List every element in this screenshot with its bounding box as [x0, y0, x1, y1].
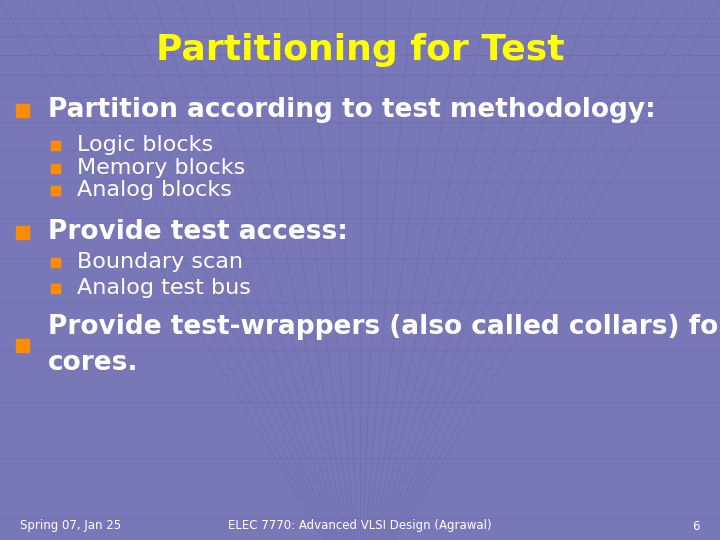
Text: Provide test access:: Provide test access:	[48, 219, 348, 245]
Text: Spring 07, Jan 25: Spring 07, Jan 25	[20, 519, 121, 532]
Text: Boundary scan: Boundary scan	[77, 252, 243, 272]
Bar	[50, 186, 60, 194]
Bar	[16, 226, 29, 239]
Bar	[50, 164, 60, 172]
Bar	[16, 339, 29, 352]
Text: Memory blocks: Memory blocks	[77, 158, 246, 178]
Text: Provide test-wrappers (also called collars) for
cores.: Provide test-wrappers (also called colla…	[48, 314, 720, 376]
Bar	[50, 284, 60, 293]
Bar	[16, 104, 29, 117]
Bar	[50, 258, 60, 267]
Text: ELEC 7770: Advanced VLSI Design (Agrawal): ELEC 7770: Advanced VLSI Design (Agrawal…	[228, 519, 492, 532]
Text: Analog test bus: Analog test bus	[77, 278, 251, 298]
Text: Partitioning for Test: Partitioning for Test	[156, 33, 564, 67]
Bar	[50, 140, 60, 150]
Text: Logic blocks: Logic blocks	[77, 135, 213, 155]
Text: 6: 6	[693, 519, 700, 532]
Text: Analog blocks: Analog blocks	[77, 180, 232, 200]
Text: Partition according to test methodology:: Partition according to test methodology:	[48, 97, 656, 123]
